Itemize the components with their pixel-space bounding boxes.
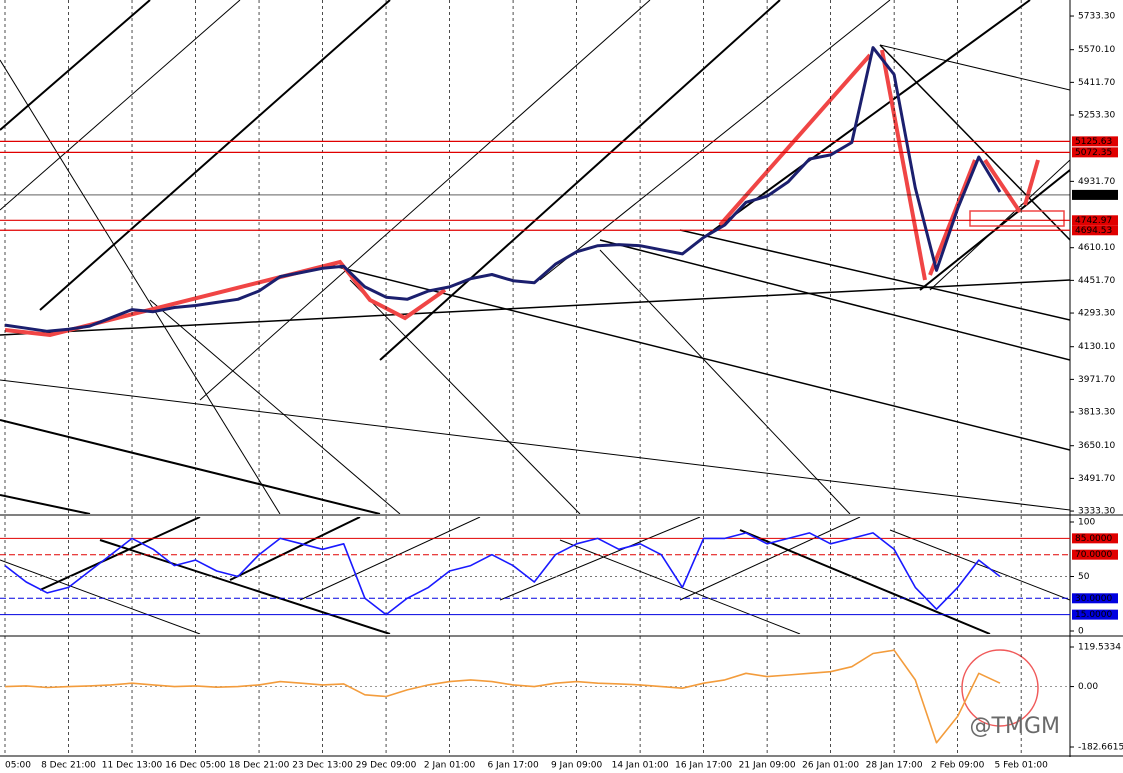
y-tick-label: 15.0000	[1075, 610, 1112, 620]
x-tick-label: 11 Dec 13:00	[102, 761, 163, 771]
x-tick-label: 18 Dec 21:00	[229, 761, 290, 771]
series-line	[4, 649, 1001, 744]
y-tick-label: 3813.30	[1078, 408, 1115, 418]
oscillator-lines	[0, 517, 1070, 634]
y-tick-label: 70.0000	[1075, 550, 1112, 560]
level-label: 4742.97	[1075, 216, 1112, 226]
y-tick-label: -182.6615	[1078, 743, 1123, 753]
y-tick-label: 3491.70	[1078, 474, 1115, 484]
level-label: 4866.08	[1075, 190, 1112, 200]
x-tick-label: 16 Dec 05:00	[165, 761, 226, 771]
series-line	[4, 46, 1002, 333]
y-tick-label: 0	[1078, 627, 1084, 637]
x-tick-label: 2 Feb 09:00	[931, 761, 985, 771]
level-label-bg	[1072, 549, 1118, 560]
x-tick-label: 8 Dec 21:00	[41, 761, 96, 771]
y-tick-label: 3650.10	[1078, 441, 1115, 451]
x-tick-label: 14 Jan 01:00	[612, 761, 669, 771]
x-tick-label: 9 Jan 09:00	[551, 761, 603, 771]
level-label-bg	[1072, 609, 1118, 620]
level-label: 5125.63	[1075, 137, 1112, 147]
y-tick-label: 5733.30	[1078, 12, 1115, 22]
x-tick-label: 05:00	[5, 761, 31, 771]
level-label: 4694.53	[1075, 226, 1112, 236]
y-tick-label: 5253.30	[1078, 111, 1115, 121]
x-tick-label: 23 Dec 13:00	[292, 761, 353, 771]
x-tick-label: 29 Dec 09:00	[356, 761, 417, 771]
level-label-bg	[1072, 593, 1118, 604]
x-tick-label: 26 Jan 01:00	[802, 761, 859, 771]
y-tick-label: 30.0000	[1075, 594, 1112, 604]
y-tick-label: 4293.30	[1078, 309, 1115, 319]
y-tick-label: 119.5334	[1078, 643, 1121, 653]
y-tick-label: 4931.70	[1078, 177, 1115, 187]
highlight-circle	[961, 649, 1039, 727]
x-tick-label: 21 Jan 09:00	[739, 761, 796, 771]
level-label: 5072.35	[1075, 148, 1112, 158]
series-line	[4, 532, 1001, 616]
level-label-bg	[1072, 189, 1118, 200]
x-tick-label: 28 Jan 17:00	[866, 761, 923, 771]
y-tick-label: 50	[1078, 572, 1090, 582]
level-label-bg	[1072, 225, 1118, 236]
y-tick-label: 4451.70	[1078, 276, 1115, 286]
x-tick-label: 2 Jan 01:00	[424, 761, 476, 771]
y-tick-label: 85.0000	[1075, 534, 1112, 544]
y-tick-label: 100	[1078, 518, 1095, 528]
y-tick-label: 5570.10	[1078, 45, 1115, 55]
level-label-bg	[1072, 215, 1118, 226]
y-tick-label: 4610.10	[1078, 243, 1115, 253]
y-tick-label: 5411.70	[1078, 78, 1115, 88]
watermark: @TMGM	[970, 714, 1060, 739]
x-tick-label: 6 Jan 17:00	[487, 761, 539, 771]
arrows	[4, 49, 1040, 338]
x-tick-label: 16 Jan 17:00	[675, 761, 732, 771]
level-label-bg	[1072, 533, 1118, 544]
y-tick-label: 3333.30	[1078, 507, 1115, 517]
y-tick-label: 4130.10	[1078, 342, 1115, 352]
target-box	[969, 210, 1065, 227]
level-label-bg	[1072, 136, 1118, 147]
y-tick-label: 0.00	[1078, 682, 1098, 692]
level-label-bg	[1072, 147, 1118, 158]
y-tick-label: 3971.70	[1078, 375, 1115, 385]
x-tick-label: 5 Feb 01:00	[994, 761, 1048, 771]
